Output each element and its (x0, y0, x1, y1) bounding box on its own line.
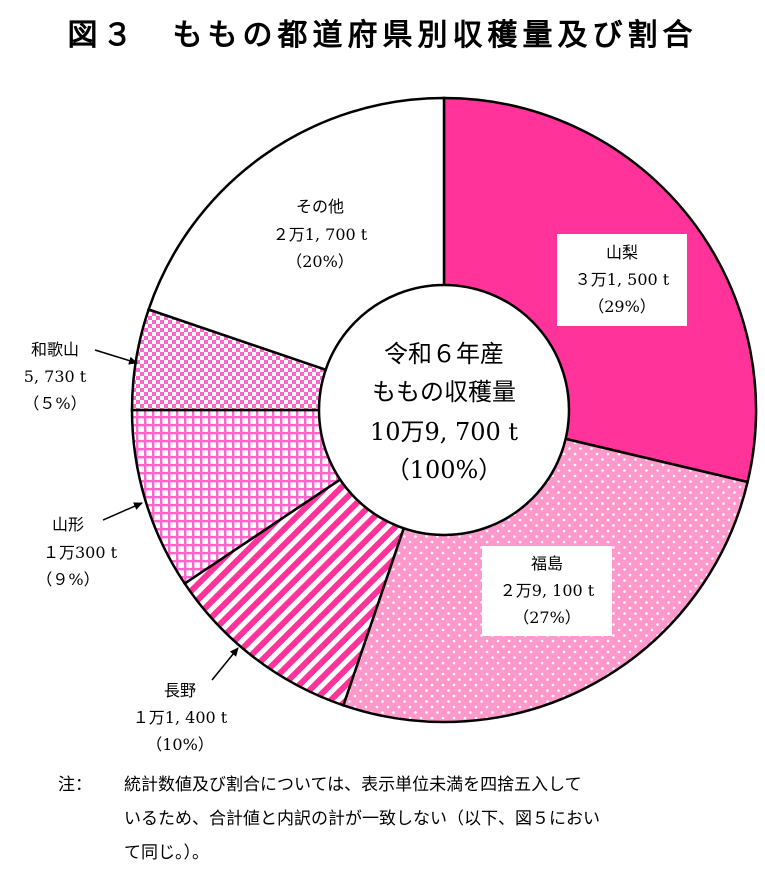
footnote-line-3: て同じ。）。 (124, 843, 209, 863)
center-caption: ももの収穫量 (372, 378, 516, 406)
label-other-amount: ２万1, 700 t (273, 225, 368, 244)
arrow-wakayama (94, 349, 138, 365)
footnote-prefix: 注： (58, 775, 92, 795)
label-wakayama-name: 和歌山 (31, 340, 79, 359)
footnote-line-2: いるため、合計値と内訳の計が一致しない（以下、図５におい (124, 809, 600, 829)
label-nagano-amount: １万1, 400 t (133, 708, 228, 727)
donut-hole (317, 283, 571, 537)
center-label: 令和６年産 ももの収穫量 10万9, 700 t （100%） (370, 340, 519, 484)
footnote-line-1: 統計数値及び割合については、表示単位未満を四捨五入して (124, 775, 582, 795)
label-yamanashi-amount: ３万1, 500 t (575, 270, 670, 289)
center-percent: （100%） (386, 456, 503, 484)
label-other-percent: （20%） (286, 252, 354, 271)
arrow-nagano (211, 647, 239, 681)
center-year: 令和６年産 (384, 340, 504, 368)
label-other-name: その他 (296, 197, 344, 216)
label-fukushima-name: 福島 (531, 554, 563, 573)
footnote: 注： 統計数値及び割合については、表示単位未満を四捨五入して いるため、合計値と内… (58, 768, 758, 870)
arrow-yamagata (102, 502, 143, 521)
label-box-fukushima (482, 546, 612, 636)
label-yamagata-percent: （９%） (36, 570, 99, 589)
label-yamanashi-percent: （29%） (588, 297, 656, 316)
label-yamagata-name: 山形 (52, 515, 84, 534)
chart-title: 図３ ももの都道府県別収穫量及び割合 (67, 18, 698, 53)
label-fukushima-percent: （27%） (513, 608, 581, 627)
label-box-yamanashi (557, 234, 687, 326)
label-yamanashi-name: 山梨 (606, 243, 638, 262)
label-wakayama-percent: （５%） (23, 394, 86, 413)
center-total: 10万9, 700 t (370, 418, 519, 446)
label-wakayama-amount: 5, 730 t (24, 367, 87, 386)
label-yamagata-amount: １万300 t (43, 543, 118, 562)
label-nagano-percent: （10%） (146, 735, 214, 754)
label-fukushima-amount: ２万9, 100 t (500, 581, 595, 600)
label-nagano-name: 長野 (164, 681, 196, 700)
